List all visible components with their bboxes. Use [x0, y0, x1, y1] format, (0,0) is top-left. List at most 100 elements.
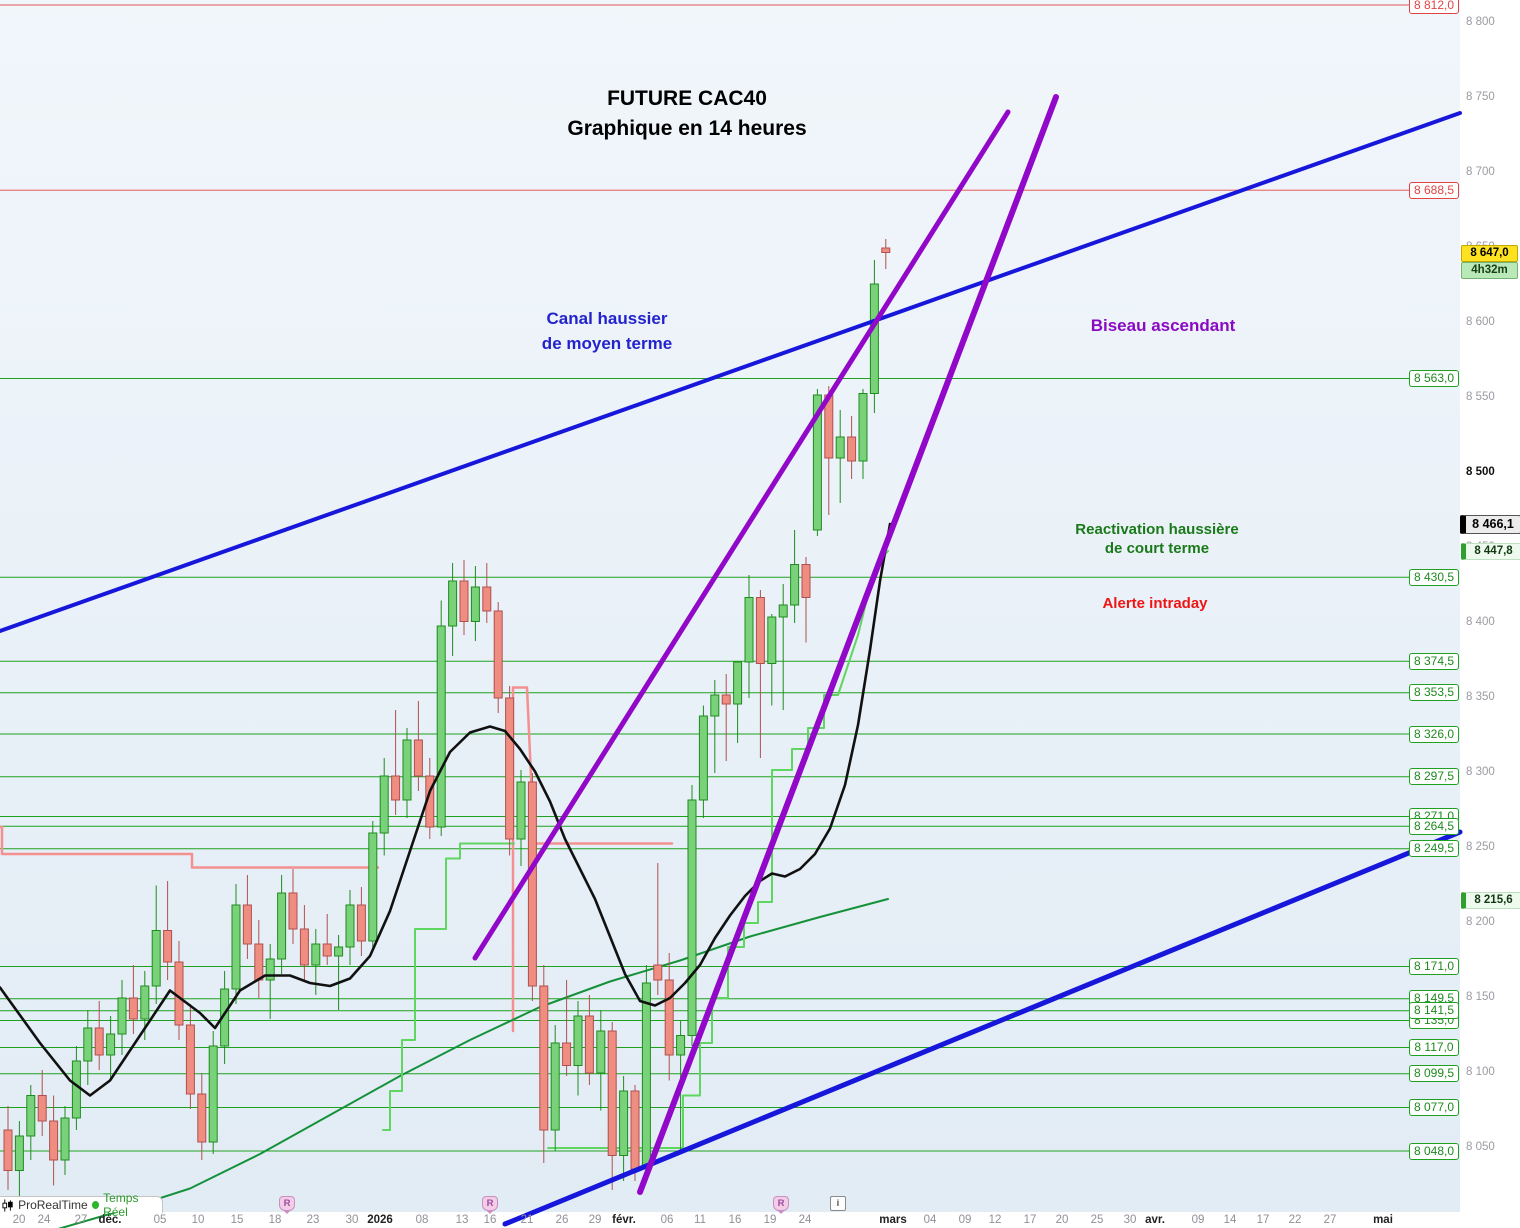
- biseau-right: [637, 94, 1059, 1195]
- candle-body: [790, 564, 800, 606]
- candle-body: [550, 1042, 560, 1131]
- candle-body: [847, 436, 857, 462]
- candle-body: [368, 832, 378, 942]
- candle-body: [858, 393, 868, 462]
- slow-moving-average: [57, 898, 889, 1228]
- level-label[interactable]: 8 688,5: [1409, 181, 1459, 199]
- candle-body: [334, 946, 344, 957]
- candle-body: [687, 799, 697, 1036]
- canal-upper: [0, 111, 1462, 633]
- candle-body: [140, 985, 150, 1020]
- candle-body: [128, 997, 138, 1020]
- candle-body: [778, 604, 788, 618]
- level-label[interactable]: 8 374,5: [1409, 652, 1459, 670]
- candle-body: [801, 564, 811, 598]
- trailing-stop-green: [547, 550, 889, 1149]
- level-label[interactable]: 8 430,5: [1409, 568, 1459, 586]
- candle-body: [49, 1120, 59, 1161]
- dividend-marker[interactable]: R: [773, 1196, 789, 1211]
- candle-body: [254, 943, 264, 981]
- candle-body: [881, 247, 891, 253]
- level-label[interactable]: 8 297,5: [1409, 768, 1459, 786]
- candle-body: [356, 904, 366, 942]
- candle-body: [448, 580, 458, 627]
- candle-body: [482, 586, 492, 612]
- level-label[interactable]: 8 077,0: [1409, 1099, 1459, 1116]
- candle-body: [299, 928, 309, 966]
- candle-body: [664, 979, 674, 1056]
- candle-body: [322, 943, 332, 957]
- candle-body: [26, 1095, 36, 1137]
- prorealtime-logo-icon: [2, 1198, 13, 1212]
- candle-body: [288, 892, 298, 930]
- level-label[interactable]: 8 326,0: [1409, 725, 1459, 743]
- realtime-status-icon: [91, 1201, 100, 1209]
- candle-body: [106, 1033, 116, 1056]
- candle-body: [185, 1024, 195, 1095]
- dividend-marker[interactable]: R: [482, 1196, 498, 1211]
- biseau-left: [472, 109, 1011, 961]
- candle-body: [812, 394, 822, 531]
- candle-body: [459, 580, 469, 622]
- candle-body: [493, 610, 503, 699]
- trailing-stop-salmon: [0, 825, 380, 869]
- level-label[interactable]: 8 264,5: [1409, 817, 1459, 835]
- candle-body: [208, 1045, 218, 1143]
- candle-body: [527, 781, 537, 987]
- candle-body: [516, 781, 526, 840]
- candle-body: [37, 1095, 47, 1122]
- candle-body: [402, 739, 412, 801]
- candle-body: [596, 1030, 606, 1074]
- candle-body: [562, 1042, 572, 1066]
- candle-body: [117, 997, 127, 1035]
- brand-label: ProRealTime: [18, 1198, 88, 1212]
- candle-body: [265, 958, 275, 981]
- candle-body: [721, 694, 731, 705]
- info-marker[interactable]: i: [830, 1196, 846, 1211]
- candle-body: [869, 283, 879, 394]
- candle-body: [630, 1090, 640, 1170]
- candle-body: [391, 775, 401, 801]
- level-label[interactable]: 8 141,5: [1409, 1002, 1459, 1020]
- candle-body: [311, 943, 321, 966]
- candle-body: [470, 586, 480, 622]
- candle-body: [573, 1015, 583, 1066]
- candle-body: [436, 625, 446, 828]
- level-label[interactable]: 8 171,0: [1409, 958, 1459, 975]
- candle-body: [94, 1027, 104, 1056]
- candle-body: [197, 1093, 207, 1143]
- candle-body: [71, 1060, 81, 1119]
- candles-layer: [3, 239, 891, 1201]
- candle-body: [505, 697, 515, 840]
- level-label[interactable]: 8 353,5: [1409, 684, 1459, 702]
- candle-body: [163, 930, 173, 963]
- candle-body: [14, 1135, 24, 1171]
- candle-body: [744, 597, 754, 663]
- candle-body: [641, 982, 651, 1170]
- canal-lower: [502, 829, 1463, 1227]
- trailing-stop-green: [382, 842, 515, 1131]
- candle-body: [733, 661, 743, 705]
- candle-body: [83, 1027, 93, 1062]
- level-label[interactable]: 8 563,0: [1409, 370, 1459, 387]
- candle-body: [345, 904, 355, 948]
- level-label[interactable]: 8 117,0: [1409, 1039, 1459, 1056]
- candle-body: [607, 1030, 617, 1156]
- level-label[interactable]: 8 099,5: [1409, 1065, 1459, 1083]
- level-label[interactable]: 8 249,5: [1409, 840, 1459, 858]
- candle-body: [231, 904, 241, 990]
- candle-body: [676, 1035, 686, 1056]
- candle-body: [653, 964, 663, 981]
- level-label[interactable]: 8 048,0: [1409, 1142, 1459, 1160]
- fast-moving-average: [0, 522, 892, 1097]
- platform-brand-bar: ProRealTime Temps Réel: [0, 1191, 163, 1219]
- candle-body: [767, 616, 777, 664]
- realtime-status-label: Temps Réel: [103, 1191, 139, 1219]
- candle-body: [413, 739, 423, 777]
- candle-body: [710, 694, 720, 717]
- candle-body: [755, 597, 765, 664]
- level-label[interactable]: 8 812,0: [1409, 0, 1459, 14]
- dividend-marker[interactable]: R: [279, 1196, 295, 1211]
